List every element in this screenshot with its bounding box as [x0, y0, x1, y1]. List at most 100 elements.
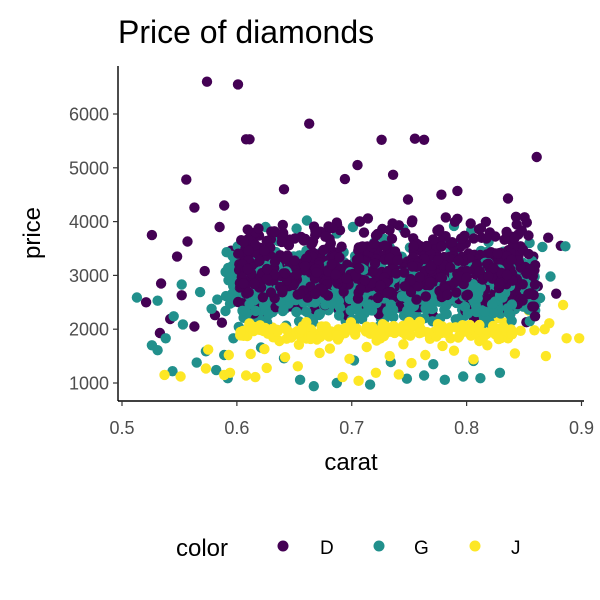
point-D [249, 278, 260, 290]
point-G [212, 294, 223, 305]
point-G [470, 305, 481, 317]
point-D [181, 174, 192, 185]
point-D [445, 262, 456, 273]
point-J [347, 325, 359, 336]
point-J [506, 329, 518, 340]
point-G [301, 215, 313, 226]
point-J [515, 325, 526, 336]
point-D [259, 245, 270, 256]
point-D [384, 224, 395, 236]
point-D [465, 218, 476, 229]
point-D [281, 253, 292, 264]
point-G [428, 359, 439, 370]
point-D [488, 262, 499, 274]
point-J [320, 321, 331, 332]
point-D [146, 229, 158, 241]
point-D [334, 252, 345, 263]
point-D [400, 227, 411, 238]
point-J [370, 367, 382, 378]
point-D [399, 267, 410, 278]
point-J [245, 348, 256, 360]
point-J [540, 350, 552, 362]
point-J [337, 371, 348, 383]
x-tick-label: 0.6 [224, 418, 249, 438]
y-axis-title: price [19, 207, 46, 259]
point-J [223, 349, 234, 361]
point-J [490, 329, 501, 340]
point-D [300, 253, 312, 264]
point-J [544, 318, 555, 329]
point-G [221, 247, 232, 258]
point-J [261, 362, 272, 374]
point-D [420, 291, 431, 302]
point-G [294, 374, 306, 385]
point-G [206, 303, 217, 314]
point-J [258, 325, 269, 337]
point-D [436, 241, 447, 252]
point-D [459, 230, 470, 241]
point-G [401, 373, 413, 384]
point-G [194, 286, 206, 298]
legend-key-G [373, 540, 385, 552]
point-J [420, 349, 431, 361]
point-J [203, 344, 214, 355]
point-G [402, 305, 413, 316]
point-G [301, 306, 312, 317]
point-D [244, 134, 255, 145]
point-D [219, 200, 230, 211]
point-D [277, 285, 288, 296]
point-D [233, 248, 244, 259]
point-D [436, 189, 447, 200]
point-G [152, 345, 163, 356]
point-J [473, 324, 484, 335]
point-J [377, 319, 388, 330]
point-D [529, 311, 541, 322]
point-D [354, 216, 365, 227]
point-D [257, 292, 269, 303]
point-J [468, 354, 479, 365]
y-axis-ticks: 1000 2000 3000 4000 5000 6000 [69, 105, 118, 394]
point-G [152, 295, 163, 306]
point-G [486, 299, 498, 310]
point-J [279, 352, 291, 363]
point-D [492, 248, 503, 259]
point-D [330, 269, 341, 280]
point-D [369, 258, 381, 269]
y-tick-label: 6000 [69, 105, 109, 125]
point-D [452, 185, 463, 197]
point-D [474, 266, 485, 277]
point-D [418, 134, 430, 145]
x-tick-label: 0.5 [109, 418, 134, 438]
point-J [200, 363, 212, 374]
legend-key-J [469, 540, 481, 552]
point-D [421, 240, 432, 252]
point-D [291, 268, 302, 280]
point-G [168, 311, 179, 322]
point-D [299, 261, 311, 272]
point-J [321, 329, 332, 340]
point-G [450, 314, 461, 325]
point-D [506, 254, 517, 266]
legend-label-G: G [414, 538, 429, 559]
point-D [238, 278, 249, 289]
point-D [261, 263, 273, 275]
point-D [242, 263, 253, 275]
x-tick-label: 0.7 [339, 418, 364, 438]
point-J [235, 326, 246, 338]
point-D [531, 151, 542, 163]
point-D [411, 294, 422, 305]
point-D [327, 222, 338, 234]
point-D [406, 217, 418, 228]
point-D [391, 268, 402, 279]
point-D [199, 265, 210, 277]
point-G [333, 310, 345, 321]
point-D [452, 213, 463, 224]
point-G [278, 304, 289, 315]
point-J [450, 322, 461, 333]
point-D [253, 223, 264, 234]
point-J [509, 348, 521, 359]
point-D [509, 233, 520, 244]
point-J [574, 333, 585, 344]
point-D [407, 261, 418, 272]
point-G [362, 299, 373, 310]
